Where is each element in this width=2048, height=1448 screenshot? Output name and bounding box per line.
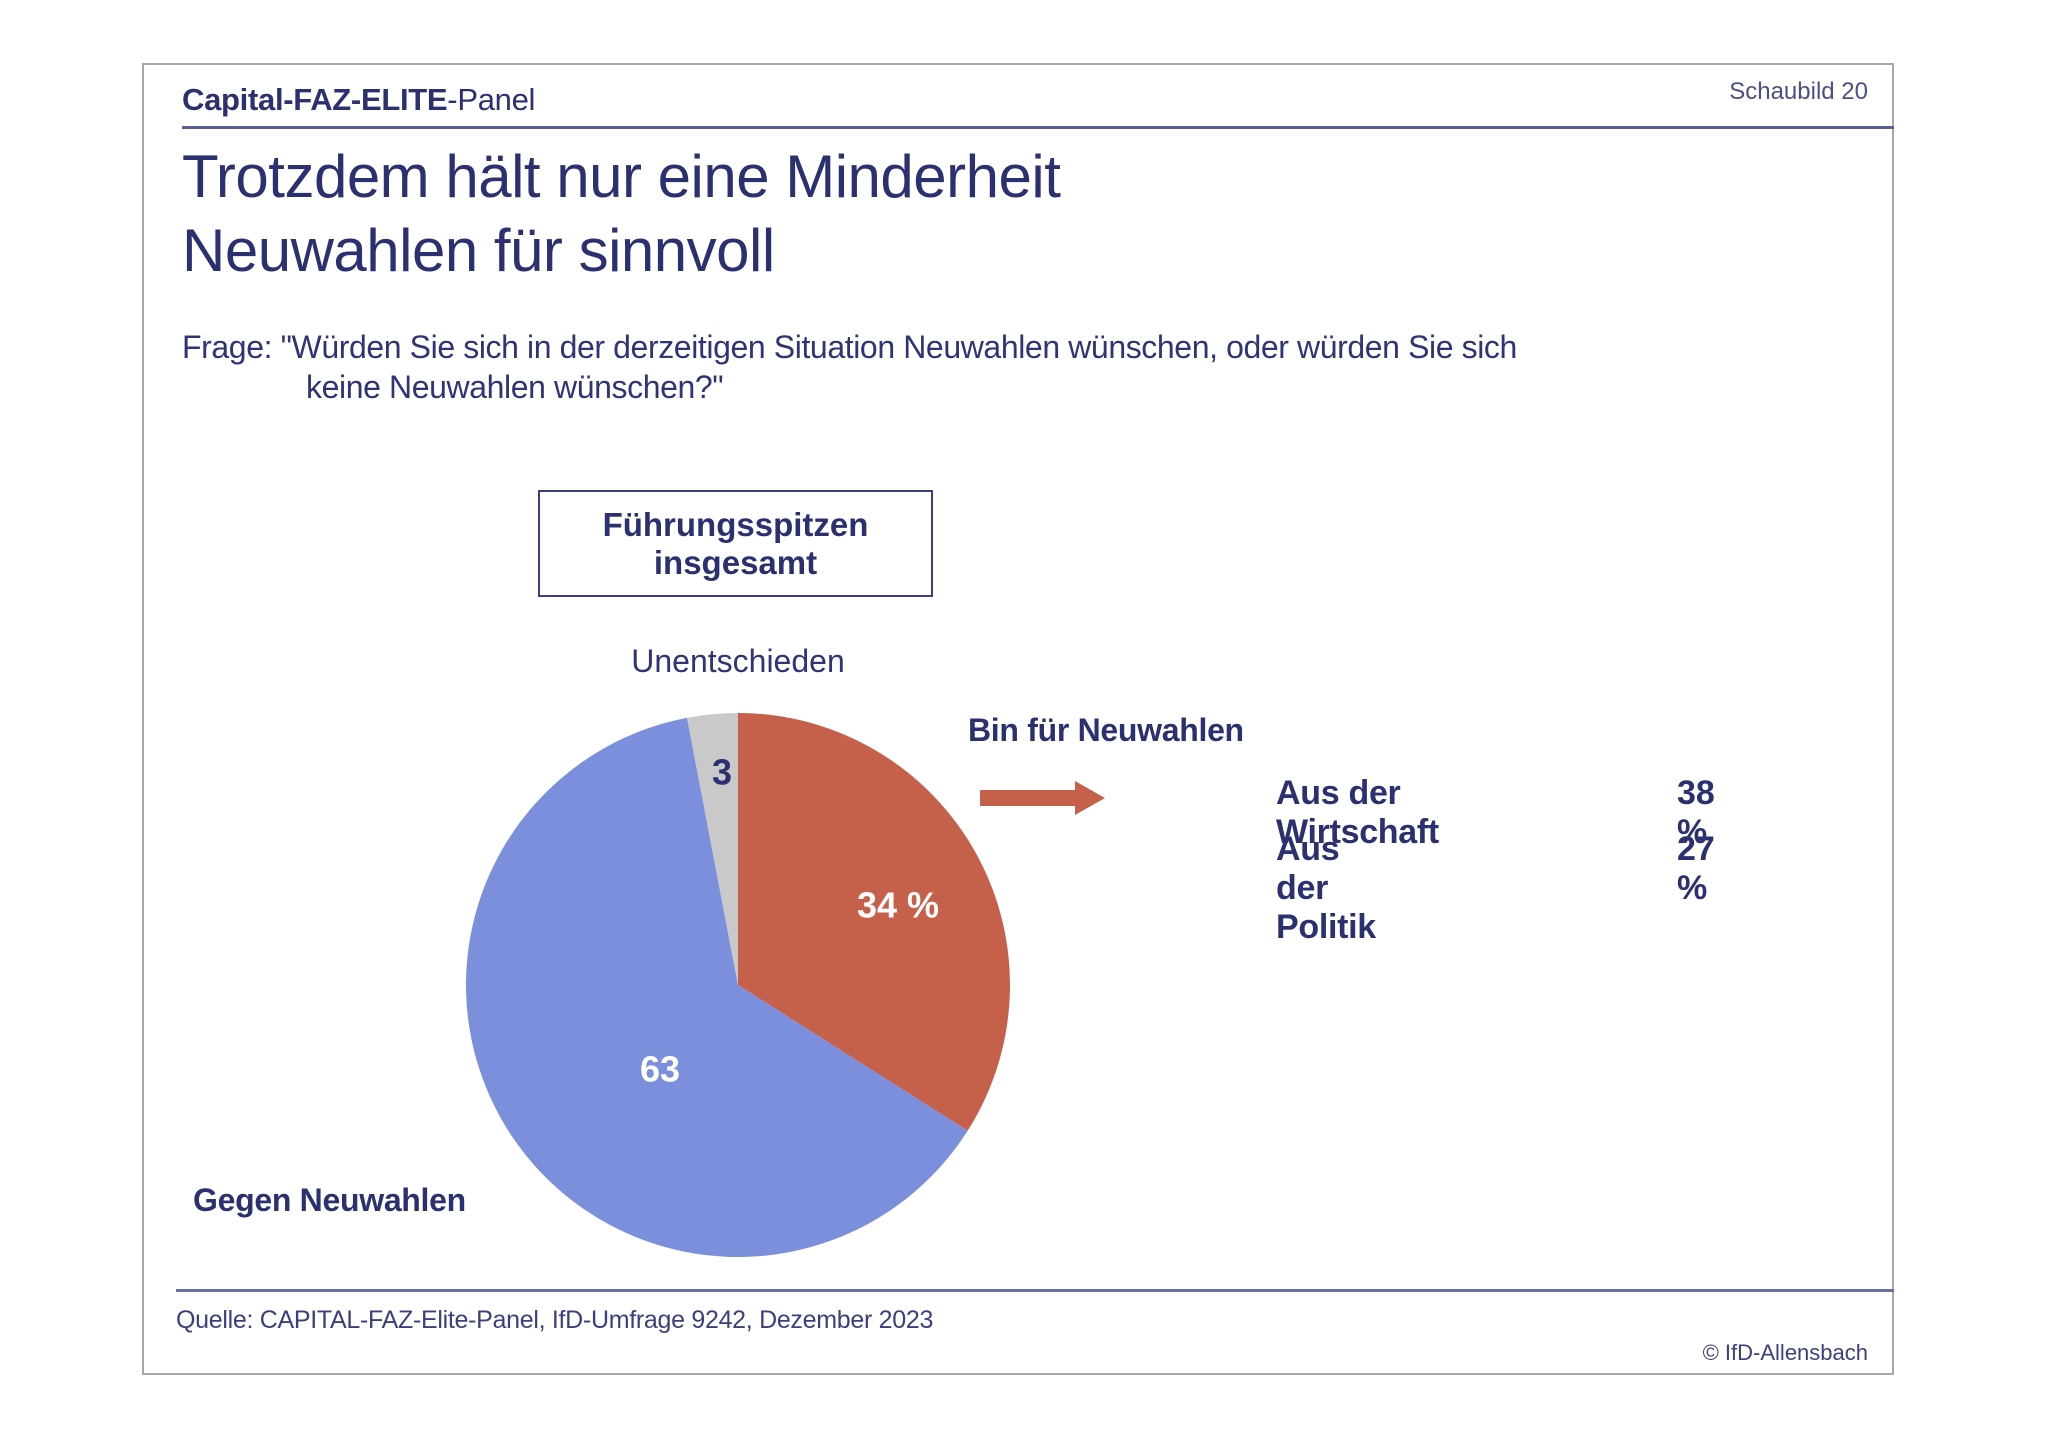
arrow-right-icon — [980, 781, 1105, 815]
header-divider — [182, 126, 1894, 129]
page-title: Trotzdem hält nur eine Minderheit Neuwah… — [182, 140, 1061, 288]
footer-divider — [176, 1289, 1894, 1292]
slice-for — [738, 713, 1010, 1131]
pie-labels: 34 % 63 3 — [640, 752, 939, 1090]
label-for-new-elections: Bin für Neuwahlen — [968, 712, 1244, 748]
brand-panel: -Panel — [447, 82, 536, 117]
slice-undecided-label: 3 — [712, 752, 732, 793]
group-line-2: insgesamt — [653, 543, 818, 581]
breakdown-label: Aus der Politik — [1276, 830, 1376, 946]
chart-number: Schaubild 20 — [1729, 78, 1868, 105]
group-line-1: Führungsspitzen — [602, 505, 869, 543]
group-label-box: Führungsspitzen insgesamt — [538, 490, 933, 597]
label-undecided: Unentschieden — [631, 643, 845, 679]
slice-against — [465, 717, 968, 1257]
slice-against-label: 63 — [640, 1049, 680, 1090]
survey-question: Frage: "Würden Sie sich in der derzeitig… — [182, 327, 1517, 407]
pie-slices — [465, 713, 1010, 1257]
label-against-new-elections: Gegen Neuwahlen — [193, 1182, 466, 1218]
title-line-2: Neuwahlen für sinnvoll — [182, 217, 775, 284]
brand-capital: Capital- — [182, 82, 294, 117]
copyright: © IfD-Allensbach — [1702, 1340, 1868, 1365]
slide-frame — [142, 63, 1894, 1375]
breakdown-label: Aus der Wirtschaft — [1276, 774, 1439, 851]
source-note: Quelle: CAPITAL-FAZ-Elite-Panel, IfD-Umf… — [176, 1306, 934, 1334]
title-line-1: Trotzdem hält nur eine Minderheit — [182, 143, 1061, 210]
slice-for-label: 34 % — [857, 885, 939, 926]
slice-undecided — [687, 713, 738, 985]
breakdown-value: 27 % — [1677, 830, 1715, 907]
brand-faz-elite: FAZ-ELITE — [293, 82, 448, 117]
question-line-1: Frage: "Würden Sie sich in der derzeitig… — [182, 329, 1517, 365]
question-line-2: keine Neuwahlen wünschen?" — [306, 369, 724, 405]
brand-header: Capital-FAZ-ELITE-Panel — [182, 82, 535, 118]
breakdown-value: 38 % — [1677, 774, 1715, 851]
